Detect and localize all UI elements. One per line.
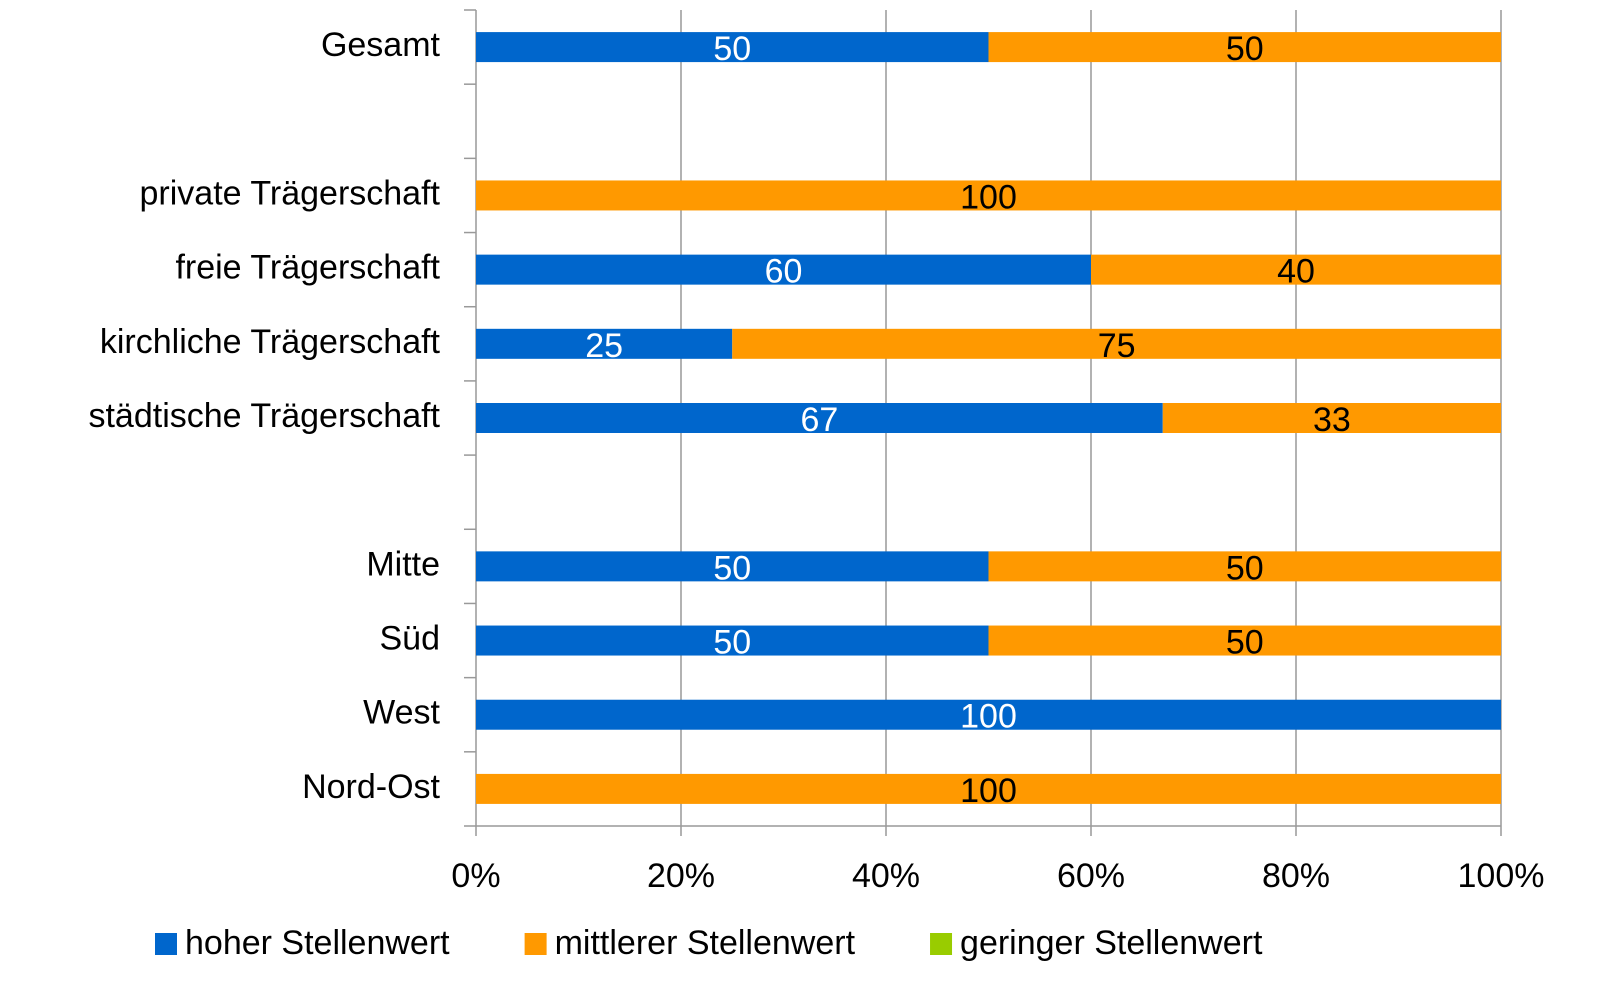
data-label: 33 [1313,401,1351,439]
data-label: 50 [1226,549,1264,587]
bar-segment [476,625,989,656]
y-tick-label: freie Trägerschaft [175,249,440,287]
data-label: 40 [1277,253,1315,291]
bar-segment [476,551,989,582]
x-tick-label: 0% [451,857,500,895]
y-tick-label: städtische Trägerschaft [88,397,440,435]
data-label: 50 [713,30,751,68]
bar-segment [476,403,1163,433]
x-tick-label: 40% [852,857,920,895]
x-tick-label: 60% [1057,857,1125,895]
legend-label: hoher Stellenwert [185,924,450,962]
legend-swatch [524,933,547,955]
y-tick-label: West [363,694,440,732]
y-tick-label: Gesamt [321,26,441,64]
bar-segment [1091,254,1501,285]
y-tick-label: Nord-Ost [302,768,440,806]
bar-segment [732,328,1501,359]
legend-swatch [155,933,177,955]
data-label: 75 [1098,327,1136,365]
data-label: 50 [1226,30,1264,68]
data-label: 25 [585,327,623,365]
data-label: 50 [713,549,751,587]
y-tick-label: kirchliche Trägerschaft [100,323,441,361]
y-tick-label: Süd [380,620,441,658]
x-tick-label: 100% [1458,857,1545,895]
bar-segment [1162,403,1501,433]
legend-swatch [930,933,953,955]
x-tick-label: 80% [1262,857,1330,895]
data-label: 60 [765,253,803,291]
bar-segment [476,254,1091,285]
data-label: 50 [1226,624,1264,662]
bar-segment [476,328,733,359]
bar-segment [476,699,1501,730]
data-label: 100 [960,698,1017,736]
data-label: 100 [960,772,1017,810]
y-tick-label: Mitte [366,545,440,583]
bar-segment [476,773,1501,804]
data-label: 100 [960,178,1017,216]
bar-segment [476,32,989,63]
y-tick-label: private Trägerschaft [140,174,441,212]
x-tick-label: 20% [647,857,715,895]
bar-segment [988,32,1501,63]
bar-segment [988,625,1501,656]
data-label: 50 [713,624,751,662]
bar-segment [476,180,1501,211]
legend-label: mittlerer Stellenwert [555,924,856,962]
bar-segment [988,551,1501,582]
data-label: 67 [800,401,838,439]
legend-label: geringer Stellenwert [960,924,1263,962]
